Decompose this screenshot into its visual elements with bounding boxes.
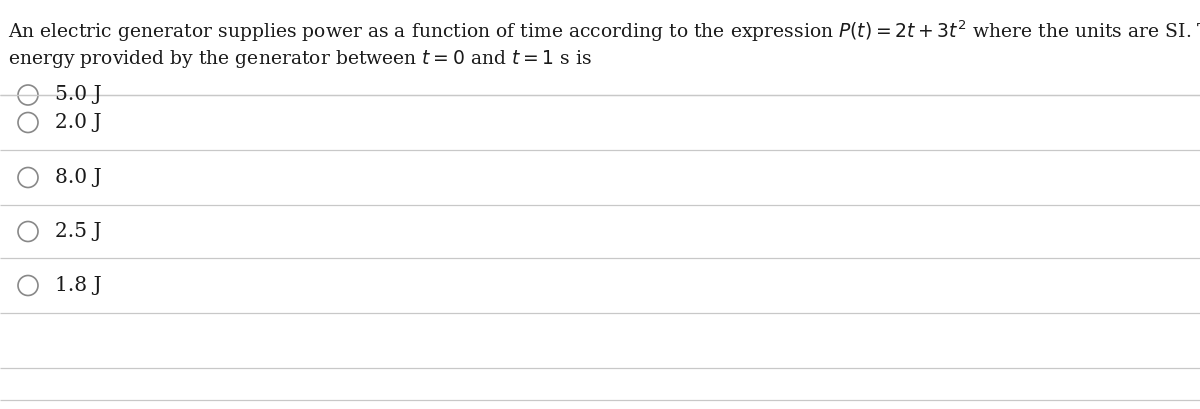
Text: 2.0 J: 2.0 J: [55, 113, 102, 132]
Text: 8.0 J: 8.0 J: [55, 168, 102, 187]
Text: energy provided by the generator between $t = 0$ and $t = 1$ s is: energy provided by the generator between…: [8, 48, 592, 70]
Text: 5.0 J: 5.0 J: [55, 85, 102, 105]
Text: 1.8 J: 1.8 J: [55, 276, 102, 295]
Text: 2.5 J: 2.5 J: [55, 222, 102, 241]
Text: An electric generator supplies power as a function of time according to the expr: An electric generator supplies power as …: [8, 18, 1200, 43]
